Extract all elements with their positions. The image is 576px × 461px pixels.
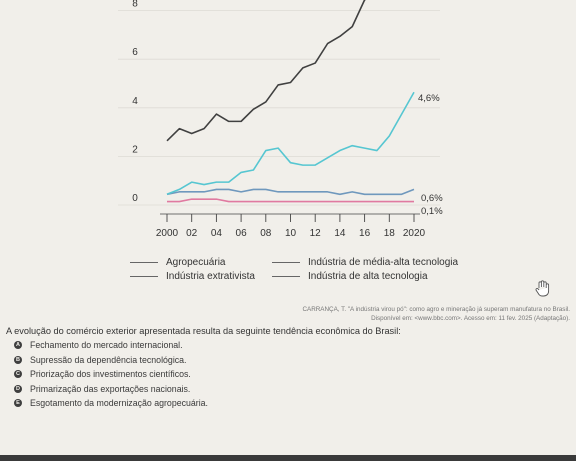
legend-item-extrativista: Indústria extrativista: [130, 271, 272, 282]
chart-grid: [118, 10, 440, 206]
option-e[interactable]: E Esgotamento da modernização agropecuári…: [14, 396, 208, 411]
series-line: [166, 188, 415, 196]
x-axis: 2000 02 04 06 08 10 12 14 16 18 2020: [156, 213, 426, 239]
source-line-1: CARRANÇA, T. "A indústria virou pó": com…: [302, 306, 570, 313]
option-b[interactable]: B Supressão da dependência tecnológica.: [14, 353, 208, 368]
option-letter: D: [14, 384, 22, 393]
option-letter: E: [14, 399, 22, 408]
source-citation: CARRANÇA, T. "A indústria virou pó": com…: [302, 305, 570, 323]
y-tick-label: 8: [132, 0, 138, 10]
legend-label: Agropecuária: [166, 256, 226, 268]
legend-swatch: [130, 275, 158, 277]
legend-item-media: Indústria de média-alta tecnologia: [272, 257, 458, 268]
option-text: Primarização das exportações nacionais.: [30, 383, 191, 394]
option-text: Priorização dos investimentos científico…: [30, 369, 191, 380]
x-tick-label: 02: [186, 228, 198, 239]
hand-cursor-icon: [535, 280, 550, 297]
y-axis-ticks: 0 2 4 6 8: [132, 0, 138, 204]
bottom-bar: [0, 455, 576, 461]
legend-label: Indústria de alta tecnologia: [308, 270, 428, 282]
data-label-alta: 0,1%: [421, 206, 443, 217]
legend-label: Indústria de média-alta tecnologia: [308, 256, 459, 268]
x-tick-label: 2000: [156, 228, 179, 239]
data-label-extrativista: 4,6%: [418, 93, 440, 104]
series-line: [167, 198, 414, 203]
legend-item-alta: Indústria de alta tecnologia: [272, 271, 428, 282]
series-line: [166, 0, 366, 142]
question-text: A evolução do comércio exterior apresent…: [6, 326, 401, 336]
option-letter: C: [14, 370, 22, 379]
x-tick-label: 14: [334, 228, 346, 239]
data-label-media: 0,6%: [421, 193, 443, 204]
chart-series: [166, 0, 415, 203]
y-tick-label: 4: [132, 96, 138, 107]
option-text: Fechamento do mercado internacional.: [30, 340, 183, 351]
legend-swatch: [272, 261, 300, 263]
x-tick-label: 06: [236, 228, 248, 239]
x-tick-label: 2020: [403, 228, 426, 239]
data-labels: 4,6% 0,6% 0,1%: [418, 93, 443, 217]
legend-swatch: [272, 275, 300, 277]
x-tick-label: 04: [211, 228, 223, 239]
option-d[interactable]: D Primarização das exportações nacionais.: [14, 382, 208, 397]
series-line: [166, 91, 415, 196]
x-tick-label: 16: [359, 228, 371, 239]
x-tick-label: 08: [260, 228, 272, 239]
legend-item-agro: Agropecuária: [130, 257, 272, 268]
option-letter: B: [14, 355, 22, 364]
y-tick-label: 2: [132, 144, 138, 155]
chart-legend: Agropecuária Indústria de média-alta tec…: [130, 256, 458, 282]
y-tick-label: 6: [132, 47, 138, 58]
source-line-2: Disponível em: <www.bbc.com>. Acesso em:…: [371, 315, 570, 322]
legend-swatch: [130, 261, 158, 263]
x-tick-label: 12: [310, 228, 322, 239]
y-tick-label: 0: [132, 193, 138, 204]
x-tick-label: 18: [384, 228, 396, 239]
option-text: Supressão da dependência tecnológica.: [30, 354, 187, 365]
option-text: Esgotamento da modernização agropecuária…: [30, 398, 209, 409]
option-letter: A: [14, 341, 22, 350]
x-tick-label: 10: [285, 228, 297, 239]
option-a[interactable]: A Fechamento do mercado internacional.: [14, 338, 208, 353]
option-c[interactable]: C Priorização dos investimentos científic…: [14, 367, 208, 382]
legend-label: Indústria extrativista: [166, 270, 255, 282]
